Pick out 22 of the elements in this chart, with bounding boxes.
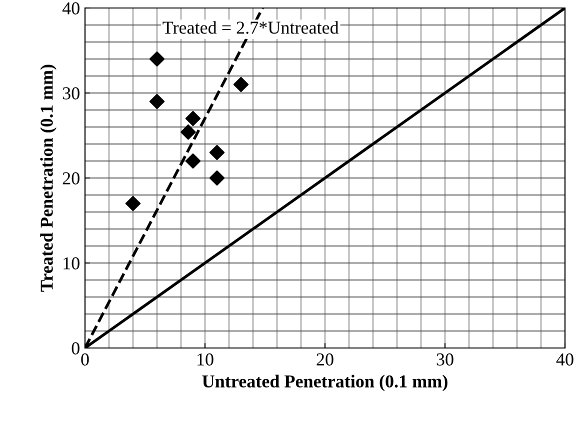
point — [185, 110, 201, 126]
point — [149, 51, 165, 67]
point — [125, 196, 141, 212]
point — [209, 170, 225, 186]
point — [233, 76, 249, 92]
x-tick-label: 0 — [81, 353, 89, 366]
annotation: Treated = 2.7*Untreated — [162, 21, 339, 34]
y-tick-label: 0 — [72, 342, 80, 354]
x-tick-label: 40 — [556, 353, 574, 366]
point — [149, 94, 165, 110]
y-tick-label: 40 — [62, 2, 80, 14]
x-axis-title: Untreated Penetration (0.1 mm) — [202, 374, 448, 392]
x-tick-label: 30 — [436, 353, 454, 366]
y-tick-label: 30 — [62, 87, 80, 100]
y-axis-title: Treated Penetration (0.1 mm) — [40, 64, 57, 292]
point — [180, 124, 196, 140]
y-tick-label: 20 — [62, 172, 80, 184]
y-tick-label: 10 — [64, 257, 80, 270]
x-tick-label: 20 — [316, 353, 334, 366]
x-tick-label: 10 — [198, 353, 214, 366]
point — [185, 153, 201, 169]
point — [209, 144, 225, 160]
